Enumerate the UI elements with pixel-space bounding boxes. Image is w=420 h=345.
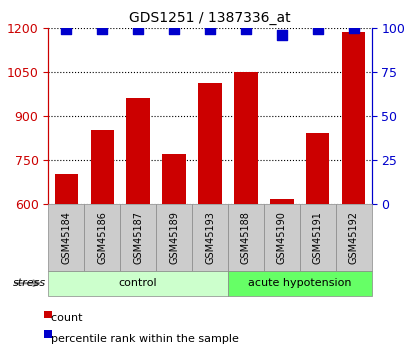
Text: GSM45191: GSM45191 bbox=[313, 211, 323, 264]
Text: GSM45192: GSM45192 bbox=[349, 211, 359, 264]
Bar bbox=[234, 71, 257, 204]
Text: GSM45190: GSM45190 bbox=[277, 211, 287, 264]
Point bbox=[243, 27, 249, 32]
Point bbox=[278, 32, 285, 37]
Title: GDS1251 / 1387336_at: GDS1251 / 1387336_at bbox=[129, 11, 291, 25]
Point bbox=[207, 27, 213, 32]
Bar bbox=[91, 130, 114, 204]
Point bbox=[315, 27, 321, 32]
Bar bbox=[198, 83, 222, 204]
Text: GSM45188: GSM45188 bbox=[241, 211, 251, 264]
Point bbox=[63, 27, 70, 32]
Text: GSM45184: GSM45184 bbox=[61, 211, 71, 264]
Bar bbox=[126, 98, 150, 204]
Point bbox=[350, 25, 357, 30]
Point bbox=[99, 27, 105, 32]
Point bbox=[135, 27, 142, 32]
Text: GSM45189: GSM45189 bbox=[169, 211, 179, 264]
Bar bbox=[55, 174, 78, 204]
Bar bbox=[270, 199, 294, 204]
Text: count: count bbox=[44, 313, 83, 323]
Bar bbox=[342, 32, 365, 204]
Text: GSM45187: GSM45187 bbox=[133, 211, 143, 264]
Text: GSM45186: GSM45186 bbox=[97, 211, 107, 264]
Bar bbox=[306, 133, 329, 204]
Text: percentile rank within the sample: percentile rank within the sample bbox=[44, 334, 239, 344]
Point bbox=[171, 27, 177, 32]
Text: GSM45193: GSM45193 bbox=[205, 211, 215, 264]
Bar bbox=[163, 154, 186, 204]
Text: control: control bbox=[119, 278, 158, 288]
Text: stress: stress bbox=[13, 278, 46, 288]
Text: acute hypotension: acute hypotension bbox=[248, 278, 352, 288]
